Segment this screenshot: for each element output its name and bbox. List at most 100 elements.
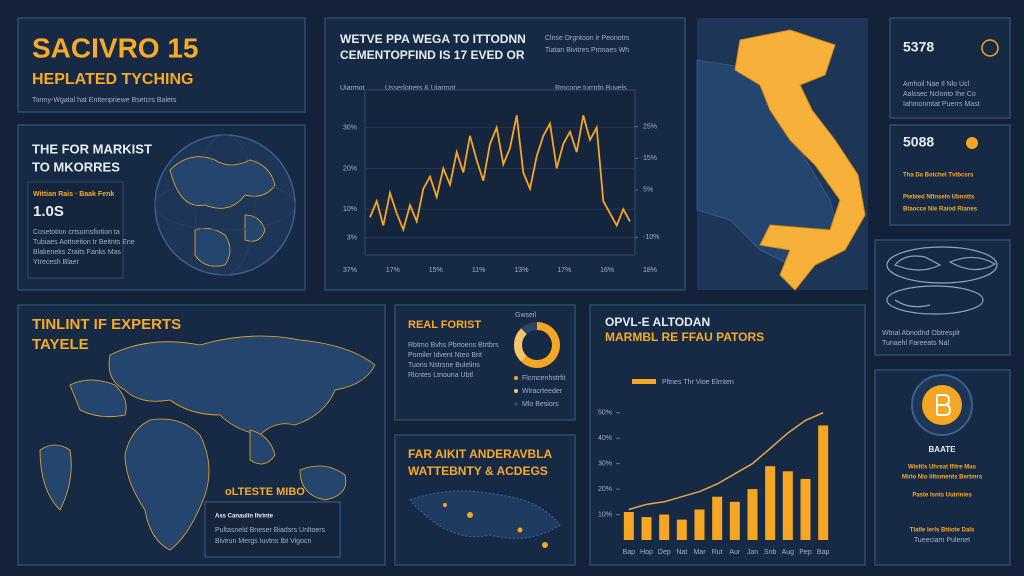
x-tick-label: 17%: [386, 267, 400, 274]
info-line: Ass Canaulin Ihrinte: [215, 514, 274, 520]
coin-line: Paste Isnts Uutrinies: [912, 493, 972, 499]
bar: [623, 512, 634, 540]
x-tick-label: Mar: [693, 549, 706, 556]
legend-dot: [514, 376, 518, 380]
info-line: Bivirun Mergs Iuvtns Ibt Vigocn: [215, 538, 311, 545]
stat-line: Tubiaes Aottnetion tr Beitnts Ene: [33, 239, 135, 246]
bar: [782, 471, 793, 540]
x-tick-label: 18%: [643, 267, 657, 274]
line-chart-subtitle: CEMENTOPFIND IS 17 EVED OR: [340, 48, 525, 62]
stat-panel: [889, 124, 1011, 226]
x-tick-label: 11%: [472, 267, 486, 274]
x-tick-label: Bap: [817, 549, 830, 556]
stat-label: Wittian Rais · Baak Fenk: [33, 191, 114, 198]
globe: [154, 134, 296, 276]
world-title: TINLINT IF EXPERTS: [32, 316, 181, 333]
header-subtitle: HEPLATED TYCHING: [32, 71, 193, 88]
market-subtitle: TO MKORRES: [32, 159, 120, 174]
legend-dot: [514, 402, 518, 406]
y-tick-label: 3%: [347, 235, 357, 242]
bar: [729, 501, 740, 540]
stat-line: Cosetotion crtsurnsfiotion ta: [33, 229, 120, 236]
stat-value: 5378: [903, 39, 934, 55]
x-tick-label: 37%: [343, 267, 357, 274]
y-tick-label: 20%: [343, 165, 357, 172]
donut-line: Pomiler Idvent Nteo Brit: [408, 352, 482, 359]
info-line: Pultasneld Bneser Biadsrs Unltoers: [215, 527, 326, 534]
stat-value: 1.0S: [33, 203, 64, 220]
stat-line: Tha Da Botchel Tvtbcsrs: [903, 173, 974, 179]
bar-chart-title: OPVL-E ALTODAN: [605, 315, 710, 329]
x-tick-label: 15%: [429, 267, 443, 274]
x-tick-label: Rut: [712, 549, 723, 556]
header-panel: [17, 17, 306, 113]
region-map: [696, 18, 868, 291]
bar: [800, 478, 811, 540]
world-subtitle: TAYELE: [32, 336, 89, 353]
region-subtitle: WATTEBNTY & ACDEGS: [408, 464, 548, 478]
bar: [694, 509, 705, 540]
y2-tick-label: -10%: [643, 234, 659, 241]
device-line: Wtnal Abnodnd Obtresplr: [882, 330, 961, 337]
legend-dot: [514, 389, 518, 393]
coin-title: BAATE: [929, 445, 957, 454]
x-tick-label: Aur: [729, 549, 741, 556]
line-chart-title: WETVE PPA WEGA TO ITTODNN: [340, 32, 526, 46]
legend-swatch: [632, 379, 656, 384]
donut-title: REAL FORIST: [408, 319, 481, 331]
stat-line: Ptebied Nflnseln Ubnntts: [903, 195, 975, 201]
y2-tick-label: 25%: [643, 123, 657, 130]
stat-icon: [966, 137, 978, 149]
x-tick-label: Nat: [676, 549, 687, 556]
region-title: FAR AIKIT ANDERAVBLA: [408, 447, 553, 461]
coin-line: Tueeciam Pulenet: [914, 537, 970, 544]
donut-line: Tuoris Nstrsne Bulelins: [408, 362, 480, 369]
coin-line: Mirlo Nlo Iiltoments Bertmrs: [902, 475, 983, 481]
stat-line: Blakeneks Zraits Fanks Mas: [33, 249, 121, 256]
y-tick-label: 10%: [598, 511, 612, 518]
device-panel: [874, 239, 1011, 356]
bar: [765, 466, 776, 540]
dot-map: [409, 490, 561, 548]
x-tick-label: Oep: [658, 549, 671, 556]
legend-entry: Wiracrteeder: [522, 388, 563, 395]
device-illustration: [886, 246, 998, 315]
legend-entry: Usserlotrets & Uiarmot: [385, 85, 455, 92]
legend-entry: Mlo Besiors: [522, 401, 559, 408]
stat-line: Iahmonmtat Puerrs Mast: [903, 101, 980, 108]
line-chart-note: Tiatan Bivitres Pmnaes Wh: [545, 47, 629, 54]
world-map: [39, 335, 376, 551]
info-box: [204, 501, 341, 558]
map-label: oLTESTE MIBO: [225, 486, 305, 498]
x-tick-label: 13%: [514, 267, 528, 274]
x-tick-label: Aug: [782, 549, 795, 556]
y2-tick-label: 5%: [643, 187, 653, 194]
bar: [712, 496, 723, 540]
donut-line: Rlcntes Ltnouna Ubtl: [408, 372, 473, 379]
bar-chart-subtitle: MARMBL RE FFAU PATORS: [605, 330, 764, 344]
header-note: Tormy-Wgatal hat Enttenpriewe Bsetcrs Ba…: [32, 97, 177, 104]
donut-segment: [521, 322, 538, 335]
x-tick-label: Jan: [747, 549, 758, 556]
y-tick-label: 30%: [343, 124, 357, 131]
y2-tick-label: 15%: [643, 155, 657, 162]
x-tick-label: Pep: [799, 549, 812, 556]
x-tick-label: 17%: [557, 267, 571, 274]
stat-value: 5088: [903, 134, 934, 150]
y-tick-label: 40%: [598, 435, 612, 442]
x-tick-label: Hop: [640, 549, 653, 556]
trend-line: [628, 412, 824, 511]
y-tick-label: 10%: [343, 206, 357, 213]
device-line: Tunaehl Fareeats Nal: [882, 340, 949, 347]
x-tick-label: Bap: [623, 549, 636, 556]
donut-segment: [514, 328, 527, 362]
bar: [676, 519, 687, 540]
donut-label: Gwseil: [515, 312, 536, 319]
y-tick-label: 20%: [598, 486, 612, 493]
plot-area: [364, 89, 636, 256]
bar-legend: Pltnes Thr Vioe Elrnten: [662, 379, 734, 386]
coin-line: Wieltls Uhreat Ifitre Mas: [908, 465, 977, 471]
bar: [747, 489, 758, 540]
